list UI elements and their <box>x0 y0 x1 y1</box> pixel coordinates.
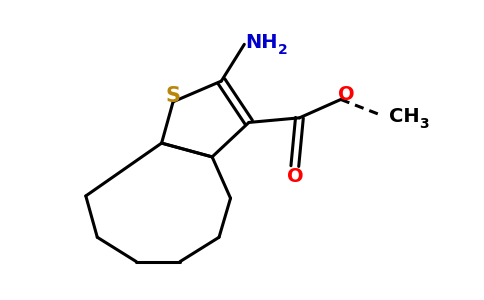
Text: CH: CH <box>389 107 420 126</box>
Text: O: O <box>338 85 355 104</box>
Text: 2: 2 <box>277 43 287 57</box>
Text: O: O <box>287 167 303 186</box>
Text: S: S <box>166 86 181 106</box>
Text: NH: NH <box>245 32 278 52</box>
Text: 3: 3 <box>419 117 429 131</box>
